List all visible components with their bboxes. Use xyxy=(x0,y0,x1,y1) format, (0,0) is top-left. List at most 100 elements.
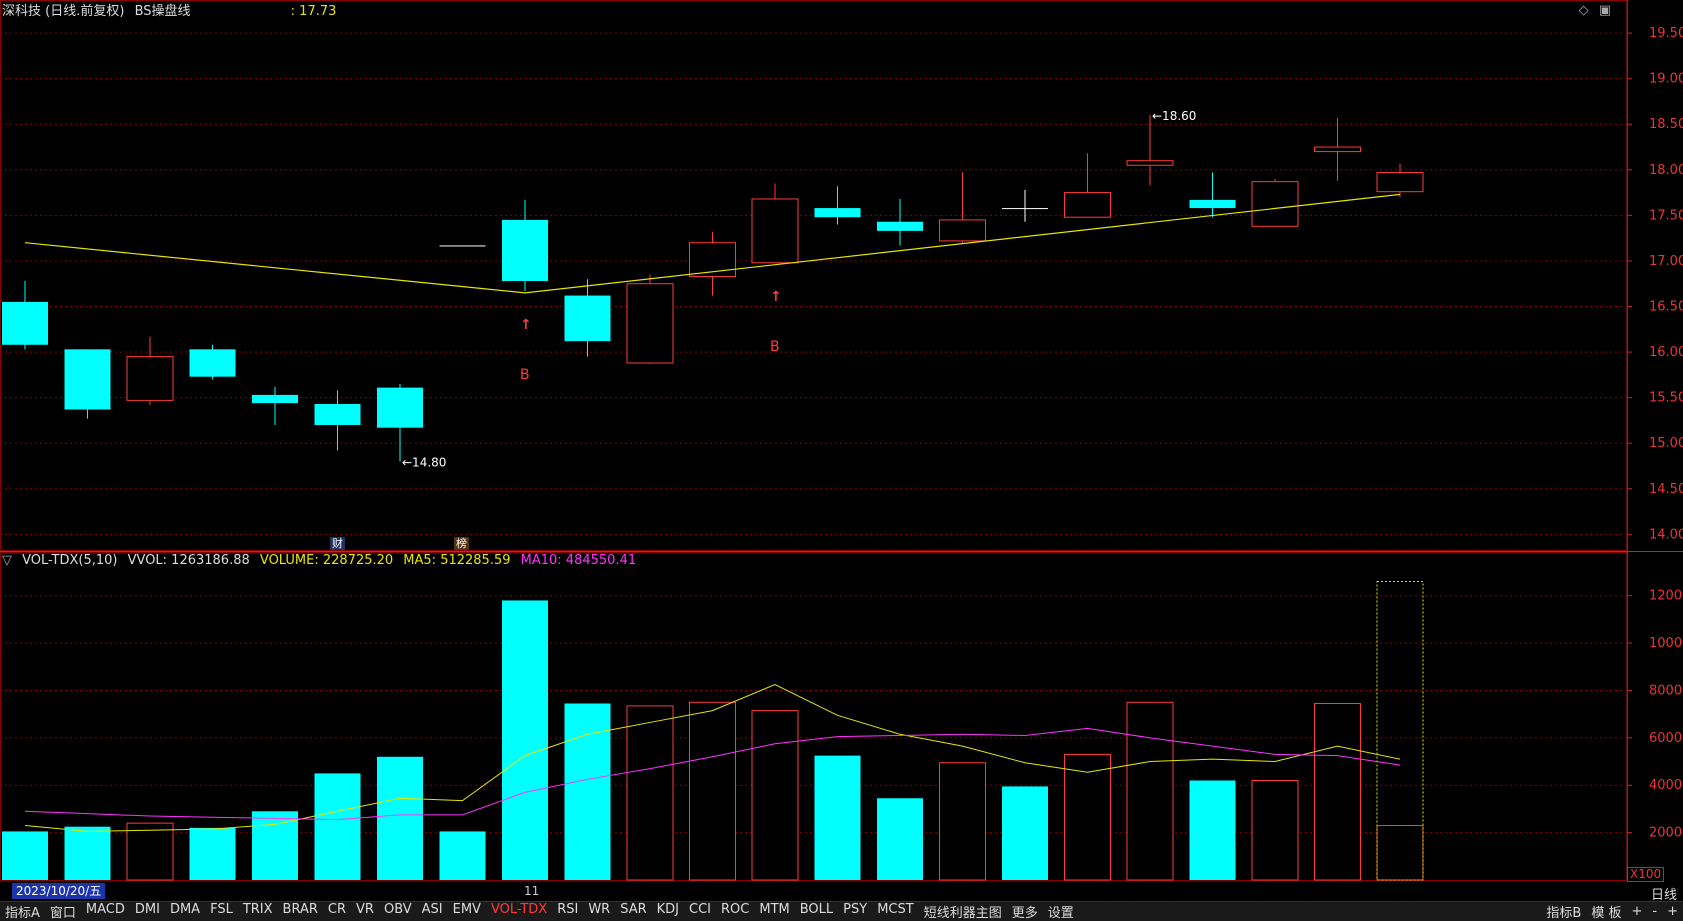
ma10-value: MA10: 484550.41 xyxy=(520,553,637,568)
buy-arrow-icon: ↑ xyxy=(770,289,782,305)
vvol-value: VVOL: 1263186.88 xyxy=(127,553,250,568)
tab-1[interactable]: 窗口 xyxy=(49,906,76,921)
tab-17[interactable]: KDJ xyxy=(656,902,680,917)
corner-buttons: ◇ ▣ xyxy=(1573,3,1611,18)
tab-23[interactable]: MCST xyxy=(877,902,914,917)
price-axis-label: 14.50 xyxy=(1649,482,1683,497)
right-tab-2[interactable]: + xyxy=(1631,904,1643,919)
tab-25[interactable]: 更多 xyxy=(1011,906,1038,921)
tab-8[interactable]: CR xyxy=(327,902,347,917)
volume-bar xyxy=(1251,779,1299,881)
volume-bar xyxy=(626,705,674,881)
price-axis-label: 19.50 xyxy=(1649,26,1683,41)
tab-18[interactable]: CCI xyxy=(689,902,712,917)
volume-bar xyxy=(1376,825,1424,881)
candle-body xyxy=(1314,146,1361,153)
tab-26[interactable]: 设置 xyxy=(1047,906,1074,921)
right-tab-3[interactable]: - xyxy=(1652,904,1658,919)
candle-body xyxy=(877,221,923,231)
candle-body xyxy=(1189,199,1236,209)
candle-body xyxy=(814,208,861,218)
tab-15[interactable]: WR xyxy=(588,902,611,917)
tab-21[interactable]: BOLL xyxy=(799,902,834,917)
price-pane-frame xyxy=(0,0,1628,551)
marker-bang[interactable]: 榜 xyxy=(454,537,469,550)
price-axis-label: 16.00 xyxy=(1649,345,1683,360)
volume-bar xyxy=(64,826,111,880)
indicator-name[interactable]: BS操盘线 xyxy=(134,4,191,19)
volume-value: VOLUME: 228725.20 xyxy=(259,553,394,568)
tab-16[interactable]: SAR xyxy=(620,902,647,917)
period-label[interactable]: 日线 xyxy=(1650,888,1677,903)
tab-4[interactable]: DMA xyxy=(169,902,201,917)
right-tab-1[interactable]: 模 板 xyxy=(1591,906,1622,921)
volume-axis-label: 8000 xyxy=(1649,683,1682,698)
volume-bar xyxy=(377,756,423,880)
volume-axis-label: 2000 xyxy=(1649,826,1682,841)
tab-11[interactable]: ASI xyxy=(421,902,443,917)
right-tab-4[interactable]: + xyxy=(1667,904,1678,919)
price-axis-label: 15.00 xyxy=(1649,436,1683,451)
chart-header: 深科技 (日线.前复权) BS操盘线 : 17.73 xyxy=(2,3,342,21)
ma5-value: MA5: 512285.59 xyxy=(403,553,511,568)
bs-line xyxy=(24,193,1401,294)
high-price-label: ←18.60 xyxy=(1152,109,1196,123)
candle-body xyxy=(1251,181,1299,227)
vol-indicator-name[interactable]: VOL-TDX(5,10) xyxy=(22,553,118,568)
tab-14[interactable]: RSI xyxy=(557,902,579,917)
volume-bar xyxy=(564,703,611,880)
candle-body xyxy=(1064,192,1111,218)
volume-bar xyxy=(314,773,361,880)
volume-header: ▽ VOL-TDX(5,10) VVOL: 1263186.88 VOLUME:… xyxy=(2,552,642,570)
tab-13[interactable]: VOL-TDX xyxy=(490,902,548,917)
buy-signal-label: B xyxy=(520,367,530,383)
right-tab-0[interactable]: 指标B xyxy=(1546,906,1582,921)
candle-body xyxy=(377,387,423,428)
diamond-icon[interactable]: ◇ xyxy=(1578,3,1589,18)
volume-axis-label: 4000 xyxy=(1649,778,1682,793)
volume-bar xyxy=(1002,786,1048,880)
tab-22[interactable]: PSY xyxy=(843,902,868,917)
candle-body xyxy=(689,242,736,277)
candle-body xyxy=(2,301,48,345)
volume-bar xyxy=(689,701,736,881)
price-axis-label: 18.50 xyxy=(1649,117,1683,132)
price-axis-label: 15.50 xyxy=(1649,391,1683,406)
tab-9[interactable]: VR xyxy=(356,902,374,917)
stock-title[interactable]: 深科技 (日线.前复权) xyxy=(2,4,125,19)
volume-bar xyxy=(877,798,923,880)
candle-body xyxy=(252,394,298,404)
candle-body xyxy=(502,219,548,281)
candle-body xyxy=(751,198,799,264)
tab-24[interactable]: 短线利器主图 xyxy=(923,906,1002,921)
tab-19[interactable]: ROC xyxy=(721,902,750,917)
volume-bar xyxy=(1064,753,1111,881)
collapse-icon[interactable]: ▽ xyxy=(2,553,12,568)
tab-10[interactable]: OBV xyxy=(383,902,412,917)
tab-7[interactable]: BRAR xyxy=(282,902,318,917)
candle-body xyxy=(1376,172,1424,193)
volume-bar xyxy=(439,831,486,880)
volume-ma10-line xyxy=(24,727,1401,821)
candle-body xyxy=(126,356,174,401)
tab-5[interactable]: FSL xyxy=(210,902,233,917)
tab-3[interactable]: DMI xyxy=(134,902,160,917)
tab-20[interactable]: MTM xyxy=(759,902,790,917)
marker-cai[interactable]: 财 xyxy=(330,537,345,550)
price-axis-label: 18.00 xyxy=(1649,163,1683,178)
volume-unit: X100 xyxy=(1627,867,1665,882)
volume-bar xyxy=(502,600,548,880)
date-cursor-label: 2023/10/20/五 xyxy=(12,883,106,899)
volume-ma5-line xyxy=(24,683,1401,832)
candle-body xyxy=(564,295,611,342)
tab-2[interactable]: MACD xyxy=(85,902,125,917)
tab-0[interactable]: 指标A xyxy=(5,906,40,921)
square-icon[interactable]: ▣ xyxy=(1598,3,1611,18)
volume-bar xyxy=(939,762,986,881)
tab-6[interactable]: TRIX xyxy=(242,902,273,917)
tab-12[interactable]: EMV xyxy=(452,902,481,917)
candle-body xyxy=(64,349,111,410)
volume-bar xyxy=(1189,780,1236,880)
volume-bar xyxy=(1126,701,1174,881)
